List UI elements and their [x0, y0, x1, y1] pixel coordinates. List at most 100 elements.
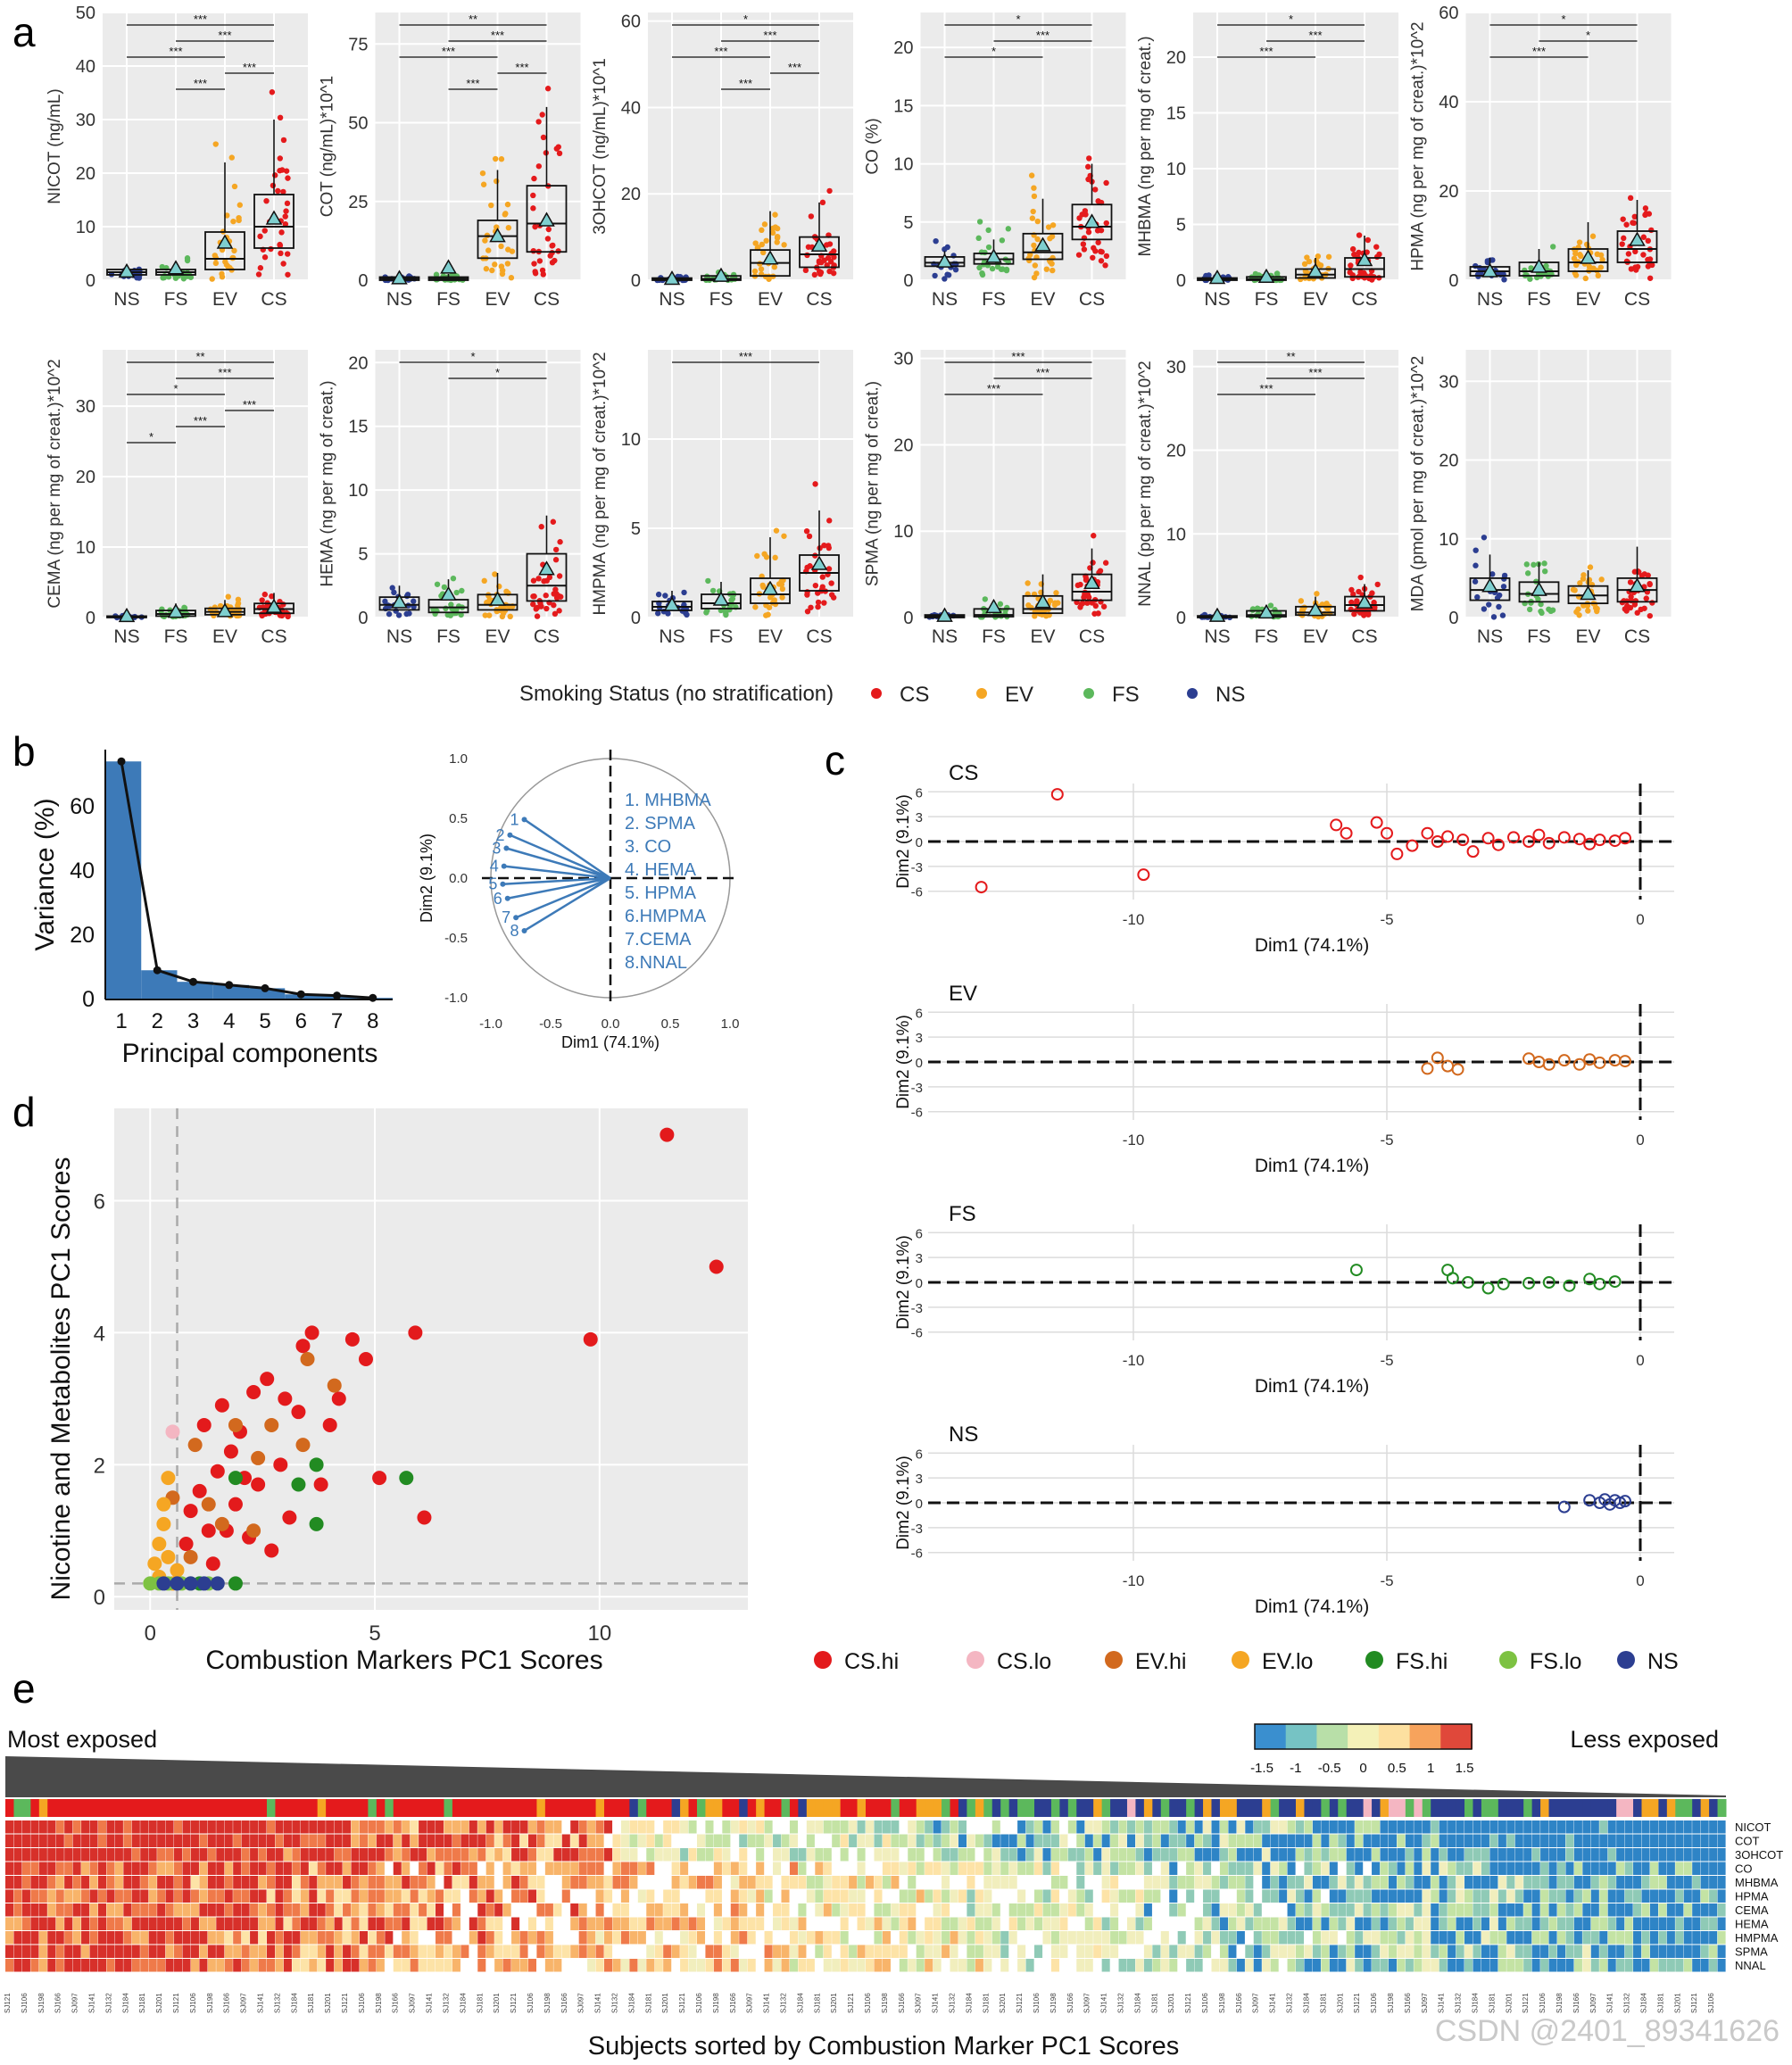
y-axis-label: COT (ng/mL)*10^1 [319, 76, 337, 218]
heatmap-cell [916, 1945, 925, 1958]
heatmap-cell [1456, 1903, 1464, 1917]
heatmap-cell [343, 1945, 352, 1958]
heatmap-cell [502, 1820, 511, 1834]
heatmap-cell [233, 1959, 242, 1972]
heatmap-cell [309, 1834, 318, 1847]
data-point [1047, 236, 1053, 242]
data-point [729, 595, 736, 602]
data-point [1365, 236, 1372, 244]
legend-label: FS.hi [1396, 1649, 1448, 1674]
heatmap-cell [1448, 1876, 1456, 1889]
heatmap-cell [1582, 1931, 1591, 1945]
heatmap-cell [1489, 1889, 1498, 1903]
heatmap-cell [1000, 1876, 1009, 1889]
heatmap-cell [81, 1917, 90, 1930]
x-tick-label: CS [1079, 289, 1105, 310]
y-axis-label: CO (%) [864, 118, 883, 174]
heatmap-cell [385, 1820, 394, 1834]
heatmap-cell [646, 1848, 655, 1862]
heatmap-cell [106, 1876, 115, 1889]
group-cell [1126, 1799, 1136, 1817]
heatmap-cell [1531, 1848, 1540, 1862]
heatmap-cell [1641, 1959, 1650, 1972]
group-cell [975, 1799, 984, 1817]
subject-label: SJ097 [746, 1993, 754, 2013]
heatmap-cell [958, 1848, 967, 1862]
heatmap-cell [798, 1959, 807, 1972]
heatmap-cell [722, 1820, 731, 1834]
y-tick-label: 50 [76, 4, 95, 23]
heatmap-cell [1380, 1903, 1389, 1917]
data-point [391, 589, 397, 596]
heatmap-cell [343, 1848, 352, 1862]
heatmap-cell [359, 1903, 368, 1917]
group-cell [1506, 1799, 1516, 1817]
heatmap-cell [427, 1862, 436, 1875]
mean-triangle [1208, 269, 1226, 285]
heatmap-cell [1372, 1889, 1381, 1903]
heatmap-cell [1025, 1862, 1034, 1875]
x-tick-label: 8 [367, 1009, 378, 1033]
heatmap-cell [1346, 1903, 1355, 1917]
subject-label: SJ166 [560, 1993, 568, 2013]
heatmap-cell [5, 1876, 14, 1889]
heatmap-cell [1717, 1903, 1726, 1917]
heatmap-cell [233, 1834, 242, 1847]
heatmap-cell [275, 1959, 284, 1972]
subject-label: SJ097 [577, 1993, 585, 2013]
data-point [751, 268, 759, 275]
significance-label: *** [763, 29, 776, 42]
box [204, 231, 245, 270]
group-cell [1363, 1799, 1373, 1817]
heatmap-cell [1279, 1945, 1288, 1958]
data-point [1631, 601, 1639, 608]
heatmap-cell [250, 1959, 259, 1972]
subject-label: SJ132 [442, 1993, 450, 2013]
heatmap-cell [258, 1917, 267, 1930]
heatmap-cell [1506, 1834, 1515, 1847]
heatmap-cell [1582, 1917, 1591, 1930]
y-axis-label: Dim2 (9.1%) [894, 794, 913, 889]
heatmap-cell [266, 1889, 276, 1903]
heatmap-cell [334, 1848, 343, 1862]
heatmap-cell [1666, 1848, 1675, 1862]
significance-label: *** [714, 45, 727, 58]
loading-legend-item: 4. HEMA [625, 860, 697, 880]
heatmap-cell [1709, 1959, 1718, 1972]
heatmap-cell [1203, 1862, 1212, 1875]
heatmap-cell [519, 1959, 528, 1972]
heatmap-cell [1076, 1848, 1085, 1862]
heatmap-cell [629, 1917, 638, 1930]
heatmap-cell [131, 1848, 140, 1862]
group-cell [1531, 1799, 1541, 1817]
heatmap-cell [30, 1876, 39, 1889]
heatmap-cell [1464, 1889, 1473, 1903]
heatmap-cell [494, 1834, 503, 1847]
heatmap-cell [983, 1931, 992, 1945]
legend-label: CS.hi [844, 1649, 899, 1674]
heatmap-cell [1279, 1959, 1288, 1972]
heatmap-cell [747, 1876, 756, 1889]
heatmap-cell [1675, 1820, 1684, 1834]
data-point [1075, 252, 1083, 258]
data-point [1649, 261, 1655, 269]
heatmap-cell [81, 1820, 90, 1834]
heatmap-cell [815, 1959, 824, 1972]
heatmap-cell [730, 1931, 739, 1945]
significance-label: * [1289, 12, 1293, 26]
heatmap-cell [958, 1959, 967, 1972]
x-tick-label: EV [212, 289, 237, 310]
heatmap-cell [165, 1945, 174, 1958]
heatmap-cell [258, 1848, 267, 1862]
subject-label: SJ184 [459, 1993, 467, 2013]
heatmap-cell [1228, 1903, 1237, 1917]
heatmap-cell [1017, 1834, 1026, 1847]
heatmap-cell [1160, 1848, 1169, 1862]
heatmap-cell [1548, 1959, 1557, 1972]
data-point [1030, 208, 1036, 215]
data-point [1102, 262, 1108, 269]
heatmap-cell [1253, 1959, 1262, 1972]
heatmap-cell [182, 1959, 191, 1972]
x-tick-label: 0 [1636, 911, 1644, 928]
heatmap-cell [544, 1876, 553, 1889]
